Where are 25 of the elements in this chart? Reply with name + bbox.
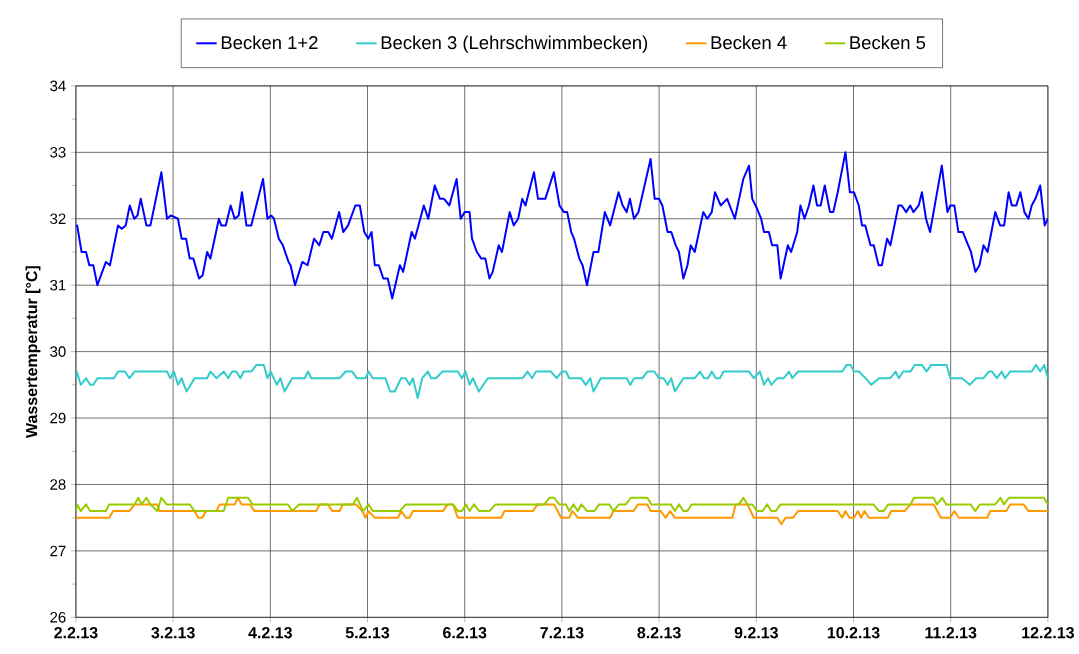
y-tick-label: 27 — [50, 545, 66, 556]
y-tick-label: 31 — [50, 279, 66, 291]
x-tick-label: 11.2.13 — [925, 626, 977, 639]
legend-label: Becken 5 — [850, 35, 926, 50]
x-tick-label: 12.2.13 — [1022, 626, 1074, 639]
legend-label: Becken 4 — [711, 35, 787, 50]
legend-label: Becken 3 (Lehrschwimmbecken) — [381, 35, 648, 53]
x-tick-label: 4.2.13 — [248, 626, 292, 639]
y-tick-label: 28 — [50, 479, 66, 490]
y-tick-label: 30 — [50, 346, 66, 357]
y-tick-label: 29 — [50, 412, 66, 424]
y-tick-label: 33 — [50, 146, 66, 158]
x-tick-label: 3.2.13 — [151, 626, 195, 639]
x-tick-label: 10.2.13 — [827, 626, 880, 639]
x-tick-label: 2.2.13 — [54, 626, 98, 639]
y-tick-label: 34 — [50, 80, 66, 92]
y-axis-title: Wassertemperatur [°C] — [25, 266, 41, 438]
x-tick-label: 5.2.13 — [345, 626, 390, 639]
y-tick-label: 26 — [50, 611, 66, 623]
x-tick-label: 6.2.13 — [443, 626, 487, 639]
y-tick-label: 32 — [50, 213, 66, 224]
x-tick-label: 7.2.13 — [540, 626, 584, 639]
x-tick-label: 9.2.13 — [734, 626, 778, 639]
legend-label: Becken 1+2 — [221, 35, 318, 50]
x-tick-label: 8.2.13 — [637, 626, 681, 639]
